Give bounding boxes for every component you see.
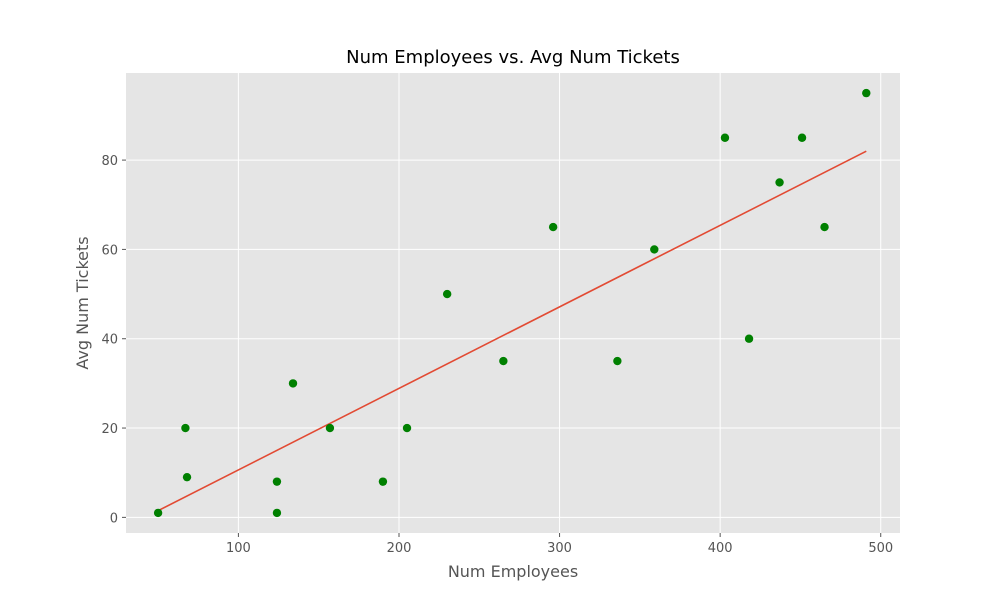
y-axis-label: Avg Num Tickets <box>73 236 92 369</box>
data-point <box>288 379 298 388</box>
data-point <box>862 88 871 98</box>
y-tick-label: 0 <box>110 511 118 526</box>
data-point <box>820 222 829 232</box>
x-tick-label: 400 <box>708 541 733 556</box>
data-point <box>153 508 163 518</box>
data-point <box>378 477 388 486</box>
data-point <box>744 334 754 343</box>
data-point <box>499 356 508 366</box>
data-point <box>650 245 659 254</box>
data-point <box>272 477 282 486</box>
x-axis-label: Num Employees <box>448 562 578 581</box>
trend-line-group <box>157 150 867 512</box>
data-points <box>153 88 871 518</box>
data-point <box>720 133 730 142</box>
y-tick-label: 20 <box>101 422 118 437</box>
data-point <box>548 222 558 232</box>
data-point <box>402 423 412 433</box>
data-point <box>775 178 784 187</box>
chart-title: Num Employees vs. Avg Num Tickets <box>346 47 680 68</box>
x-gridlines <box>237 73 882 533</box>
data-point <box>797 133 807 142</box>
plot-area <box>126 73 900 533</box>
x-tick-label: 300 <box>547 541 572 556</box>
data-point <box>182 472 192 482</box>
data-point <box>272 508 282 518</box>
y-tick-label: 40 <box>101 333 118 348</box>
y-axis-ticks: 0 20 40 60 80 <box>101 154 126 526</box>
data-point <box>442 289 452 299</box>
data-point <box>613 356 622 366</box>
data-point <box>181 423 190 433</box>
y-tick-label: 80 <box>101 154 118 169</box>
x-tick-label: 500 <box>868 541 893 556</box>
x-tick-label: 100 <box>226 541 251 556</box>
y-gridlines <box>126 159 900 518</box>
data-point <box>325 423 335 433</box>
x-tick-label: 200 <box>387 541 412 556</box>
y-tick-label: 60 <box>101 243 118 258</box>
trend-line <box>157 150 867 512</box>
x-axis-ticks: 100 200 300 400 500 <box>226 533 893 556</box>
